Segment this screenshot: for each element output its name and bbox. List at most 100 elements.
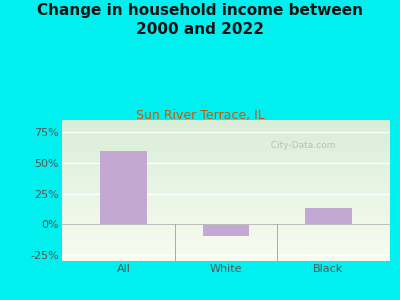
Bar (62, 198, 390, 199)
Bar (62, 220, 390, 221)
Text: Change in household income between
2000 and 2022: Change in household income between 2000 … (37, 3, 363, 37)
Bar (62, 210, 390, 212)
Bar (62, 226, 390, 227)
Bar (62, 192, 390, 193)
Bar (62, 193, 390, 195)
Bar (62, 151, 390, 152)
Bar (62, 169, 390, 171)
Bar (62, 183, 390, 185)
Bar (62, 123, 390, 124)
Bar (62, 162, 390, 164)
Bar (62, 212, 390, 213)
Bar (62, 128, 390, 130)
Bar (62, 230, 390, 231)
Bar (62, 178, 390, 179)
Bar (62, 217, 390, 219)
Bar (62, 124, 390, 126)
Bar (62, 120, 390, 122)
Bar (62, 188, 390, 189)
Bar (203, 224, 249, 236)
Bar (62, 144, 390, 146)
Bar (62, 140, 390, 141)
Bar (62, 238, 390, 240)
Bar (62, 148, 390, 150)
Bar (62, 207, 390, 209)
Bar (62, 227, 390, 229)
Bar (62, 164, 390, 165)
Bar (62, 245, 390, 247)
Text: Sun River Terrace, IL: Sun River Terrace, IL (136, 110, 264, 122)
Bar (62, 126, 390, 127)
Bar (62, 181, 390, 182)
Bar (62, 165, 390, 166)
Bar (62, 185, 390, 186)
Bar (62, 137, 390, 138)
Bar (62, 248, 390, 250)
Bar (62, 240, 390, 241)
Bar (62, 195, 390, 196)
Bar (62, 202, 390, 203)
Bar (62, 189, 390, 190)
Bar (62, 241, 390, 243)
Bar (62, 243, 390, 244)
Bar (62, 206, 390, 207)
Bar (62, 157, 390, 158)
Bar (62, 190, 390, 192)
Bar (62, 237, 390, 238)
Bar (62, 229, 390, 230)
Bar (62, 203, 390, 205)
Bar (62, 168, 390, 169)
Bar (62, 231, 390, 233)
Bar (62, 122, 390, 123)
Bar (62, 196, 390, 197)
Bar (62, 250, 390, 251)
Bar (62, 213, 390, 214)
Bar (62, 160, 390, 161)
Bar (62, 172, 390, 174)
Bar (62, 233, 390, 234)
Bar (62, 216, 390, 217)
Bar (62, 258, 390, 260)
Bar (62, 150, 390, 151)
Bar (62, 200, 390, 202)
Bar (62, 158, 390, 160)
Bar (62, 247, 390, 248)
Bar (62, 142, 390, 144)
Bar (62, 254, 390, 255)
Bar (62, 257, 390, 258)
Bar (62, 175, 390, 176)
Bar (62, 260, 390, 261)
Bar (62, 234, 390, 236)
Bar (62, 134, 390, 136)
Bar (62, 255, 390, 257)
Bar (62, 167, 390, 168)
Bar (62, 127, 390, 128)
Bar (62, 224, 390, 226)
Bar (62, 130, 390, 131)
Bar (62, 209, 390, 210)
Bar (100, 151, 146, 224)
Bar (62, 251, 390, 253)
Bar (62, 141, 390, 142)
Bar (62, 205, 390, 206)
Bar (62, 223, 390, 224)
Bar (306, 208, 352, 224)
Bar (62, 176, 390, 178)
Bar (62, 214, 390, 216)
Bar (62, 186, 390, 188)
Bar (62, 182, 390, 183)
Bar (62, 221, 390, 223)
Text: City-Data.com: City-Data.com (265, 141, 336, 150)
Bar (62, 155, 390, 157)
Bar (62, 146, 390, 147)
Bar (62, 154, 390, 155)
Bar (62, 147, 390, 148)
Bar (62, 219, 390, 220)
Bar (62, 174, 390, 175)
Bar (62, 138, 390, 140)
Bar (62, 244, 390, 245)
Bar (62, 179, 390, 181)
Bar (62, 171, 390, 172)
Bar (62, 236, 390, 237)
Bar (62, 131, 390, 133)
